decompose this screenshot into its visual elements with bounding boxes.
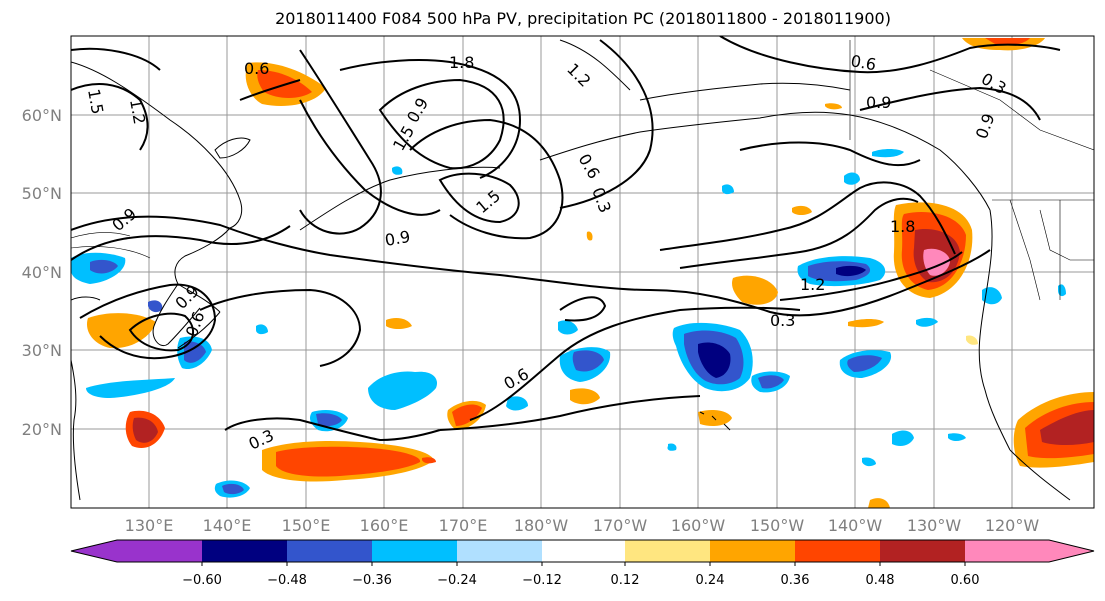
contour-label: 1.2 — [800, 275, 825, 294]
contour-label: 1.8 — [890, 217, 915, 236]
colorbar-segment — [457, 540, 542, 562]
colorbar-tick-label: −0.24 — [437, 573, 477, 588]
colorbar-segment — [117, 540, 202, 562]
colorbar-tick-label: 0.60 — [951, 573, 980, 588]
lon-label: 170°W — [593, 516, 648, 535]
lon-label: 170°E — [439, 516, 488, 535]
lat-label: 50°N — [22, 184, 62, 203]
map-border — [70, 35, 1095, 509]
colorbar: −0.60 −0.48 −0.36 −0.24 −0.12 0.12 0.24 … — [70, 539, 1095, 588]
colorbar-tick-label: −0.48 — [267, 573, 307, 588]
lat-label: 30°N — [22, 341, 62, 360]
colorbar-segment — [880, 540, 965, 562]
colorbar-segment — [287, 540, 372, 562]
lon-label: 160°W — [671, 516, 726, 535]
contour-label: 1.2 — [126, 97, 149, 125]
lon-label: 140°E — [203, 516, 252, 535]
lon-label: 160°E — [360, 516, 409, 535]
colorbar-segment — [625, 540, 710, 562]
contour-labels: 0.6 1.8 1.2 1.5 1.2 1.5 1.5 0.9 0.9 0.6 … — [84, 51, 1009, 453]
contour-label: 0.9 — [866, 93, 891, 112]
colorbar-extend-min — [71, 540, 117, 562]
lon-label: 150°E — [282, 516, 331, 535]
lon-label: 120°W — [985, 516, 1040, 535]
colorbar-extend-max — [1049, 540, 1094, 562]
lat-label: 60°N — [22, 106, 62, 125]
latitude-labels: 60°N 50°N 40°N 30°N 20°N — [22, 106, 62, 439]
colorbar-tick-label: 0.24 — [696, 573, 725, 588]
colorbar-segment — [710, 540, 795, 562]
colorbar-tick-label: 0.36 — [781, 573, 810, 588]
colorbar-segment — [542, 540, 625, 562]
contour-label: 0.6 — [244, 59, 269, 78]
colorbar-tick-label: 0.12 — [611, 573, 640, 588]
map-title: 2018011400 F084 500 hPa PV, precipitatio… — [275, 9, 891, 28]
pv-contours — [71, 36, 1061, 442]
country-borders — [71, 40, 1094, 301]
lon-label: 130°E — [125, 516, 174, 535]
colorbar-tick-label: 0.48 — [866, 573, 895, 588]
colorbar-segment — [965, 540, 1049, 562]
colorbar-segment — [372, 540, 457, 562]
contour-label: 1.5 — [84, 87, 107, 115]
lon-label: 140°W — [828, 516, 883, 535]
lon-label: 130°W — [907, 516, 962, 535]
lon-label: 150°W — [750, 516, 805, 535]
colorbar-outline — [70, 539, 1095, 563]
lon-label: 180°W — [514, 516, 569, 535]
contour-label: 1.8 — [449, 53, 474, 72]
contour-label: 0.3 — [770, 311, 795, 330]
colorbar-segment — [202, 540, 287, 562]
contour-label: 0.9 — [383, 227, 411, 250]
colorbar-tick-label: −0.12 — [522, 573, 562, 588]
colorbar-tick-label: −0.60 — [182, 573, 222, 588]
colorbar-segment — [795, 540, 880, 562]
longitude-labels: 130°E 140°E 150°E 160°E 170°E 180°W 170°… — [125, 516, 1040, 535]
coastlines — [71, 39, 1071, 501]
colorbar-tick-label: −0.36 — [352, 573, 392, 588]
lat-label: 20°N — [22, 420, 62, 439]
contour-label: 0.6 — [849, 51, 877, 74]
lat-label: 40°N — [22, 263, 62, 282]
